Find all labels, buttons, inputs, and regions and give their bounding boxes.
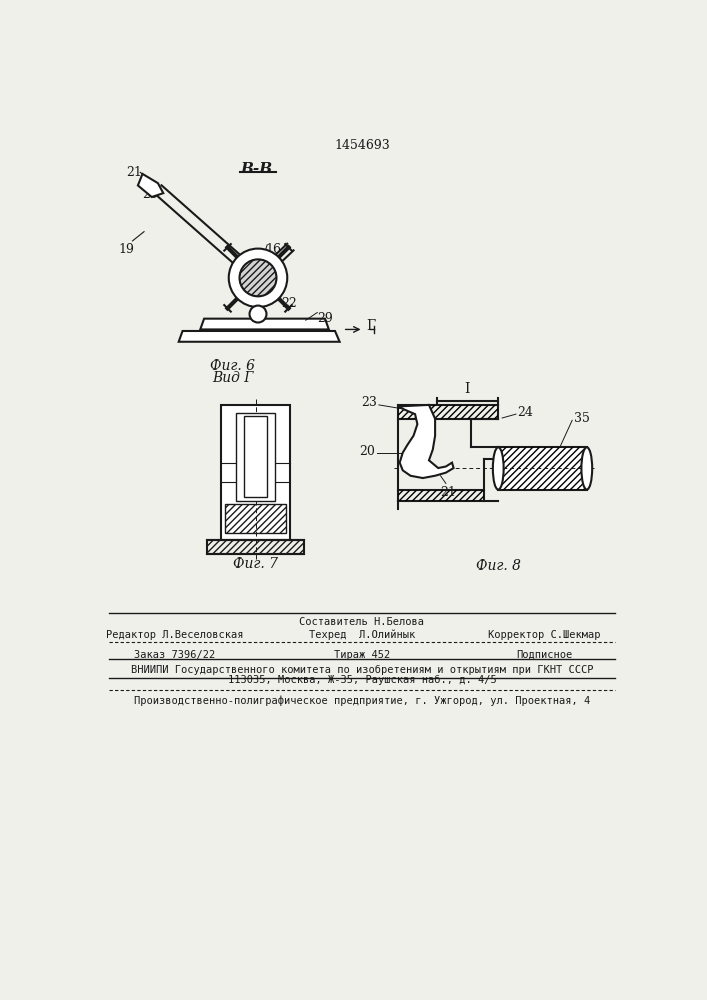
Ellipse shape (581, 447, 592, 490)
Text: 35: 35 (573, 412, 590, 425)
Text: Подписное: Подписное (516, 650, 573, 660)
Circle shape (240, 259, 276, 296)
Text: Корректор С.Шекмар: Корректор С.Шекмар (489, 630, 601, 640)
Text: Производственно-полиграфическое предприятие, г. Ужгород, ул. Проектная, 4: Производственно-полиграфическое предприя… (134, 696, 590, 706)
Text: 21: 21 (440, 486, 456, 499)
Bar (221, 405, 291, 540)
Text: В-В: В-В (240, 162, 272, 176)
Circle shape (229, 249, 287, 307)
Text: Фиг. 8: Фиг. 8 (476, 559, 521, 573)
Text: Составитель Н.Белова: Составитель Н.Белова (300, 617, 424, 627)
Text: Техред  Л.Олийнык: Техред Л.Олийнык (309, 630, 415, 640)
Text: 29: 29 (317, 312, 333, 326)
Text: 24: 24 (518, 406, 533, 419)
Text: Вид Г: Вид Г (212, 371, 253, 385)
Bar (398, 490, 484, 501)
Text: 20: 20 (142, 188, 158, 201)
Text: I: I (464, 382, 470, 396)
Bar (225, 504, 286, 533)
Text: 16: 16 (266, 243, 281, 256)
Text: 113035, Москва, Ж-35, Раушская наб., д. 4/5: 113035, Москва, Ж-35, Раушская наб., д. … (228, 674, 496, 685)
Text: Редактор Л.Веселовская: Редактор Л.Веселовская (106, 630, 244, 640)
Text: Заказ 7396/22: Заказ 7396/22 (134, 650, 216, 660)
Polygon shape (200, 319, 329, 329)
Polygon shape (138, 174, 163, 197)
Bar (398, 405, 498, 419)
Text: 1454693: 1454693 (334, 139, 390, 152)
Text: 23: 23 (361, 396, 378, 409)
Text: Г: Г (366, 319, 375, 333)
Text: Тираж 452: Тираж 452 (334, 650, 390, 660)
Polygon shape (179, 331, 339, 342)
Text: 21: 21 (126, 166, 142, 179)
Bar (236, 413, 275, 501)
Text: Фиг. 7: Фиг. 7 (233, 557, 278, 571)
Bar (498, 447, 587, 490)
Text: 19: 19 (118, 243, 134, 256)
Circle shape (250, 306, 267, 323)
Text: ВНИИПИ Государственного комитета по изобретениям и открытиям при ГКНТ СССР: ВНИИПИ Государственного комитета по изоб… (131, 665, 593, 675)
Bar (498, 447, 587, 490)
Text: Фиг. 6: Фиг. 6 (210, 359, 255, 373)
Text: 22: 22 (281, 297, 297, 310)
Bar (244, 416, 267, 497)
Bar (207, 540, 304, 554)
Text: 20: 20 (359, 445, 375, 458)
Polygon shape (398, 405, 454, 478)
Ellipse shape (493, 447, 503, 490)
